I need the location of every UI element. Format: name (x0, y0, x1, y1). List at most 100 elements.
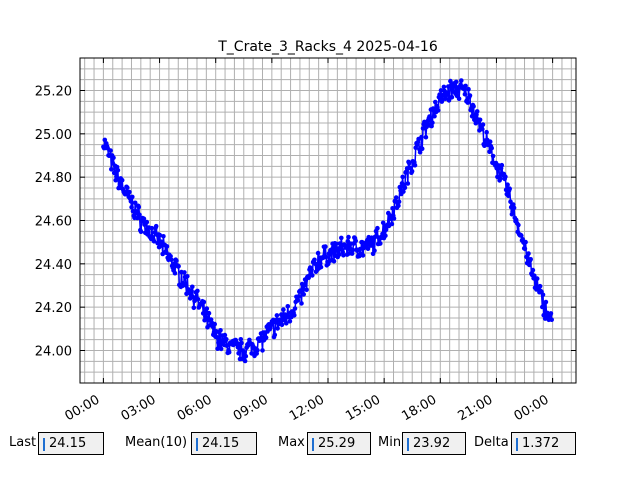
data-point (527, 262, 532, 268)
data-point (505, 182, 510, 187)
data-point (357, 246, 363, 252)
data-point (423, 134, 429, 140)
data-point (375, 225, 380, 231)
last-label: Last (9, 435, 37, 450)
data-point (359, 239, 365, 245)
data-point (287, 319, 293, 324)
data-point (402, 185, 408, 191)
data-point (526, 251, 531, 256)
data-point (389, 221, 395, 227)
data-point (190, 284, 195, 290)
x-tick-label: 18:00 (399, 392, 439, 424)
data-point (182, 270, 187, 275)
data-point (242, 350, 247, 355)
min-label: Min (378, 435, 402, 450)
delta-label: Delta (474, 435, 509, 450)
data-point (427, 114, 432, 119)
data-point (405, 181, 411, 186)
min-value-field[interactable]: 23.92 (402, 432, 466, 455)
data-point (191, 305, 197, 311)
data-point (292, 306, 298, 311)
y-tick-label: 24.40 (35, 258, 72, 273)
data-point (466, 86, 471, 92)
data-point (119, 177, 125, 183)
data-point (129, 204, 134, 210)
data-point (236, 351, 241, 356)
data-point (522, 246, 528, 252)
chart-title: T_Crate_3_Racks_4 2025-04-16 (217, 39, 438, 55)
data-point (202, 317, 207, 323)
data-point (333, 241, 339, 247)
delta-value: 1.372 (522, 436, 560, 451)
data-point (412, 163, 418, 168)
data-point (477, 117, 483, 123)
data-point (109, 167, 114, 172)
data-point (435, 108, 441, 113)
data-point (145, 229, 151, 235)
data-point (336, 252, 342, 257)
data-point (185, 274, 190, 279)
data-point (216, 340, 221, 346)
data-point (350, 247, 356, 253)
data-point (111, 170, 117, 176)
data-point (487, 139, 493, 144)
data-point (549, 317, 554, 323)
data-point (243, 353, 249, 359)
data-point (537, 283, 543, 289)
data-point (419, 134, 424, 140)
x-tick-label: 15:00 (343, 392, 383, 424)
axis-ticks: 00:00 03:00 06:00 09:00 12:00 15:00 18:00 21:00… (35, 58, 576, 424)
data-point (528, 257, 533, 262)
data-point (161, 234, 166, 239)
data-point (453, 79, 459, 85)
data-point (419, 146, 425, 151)
data-point (540, 292, 546, 298)
delta-value-field[interactable]: 1.372 (511, 432, 576, 455)
y-tick-label: 24.00 (35, 345, 72, 360)
data-point (331, 244, 336, 250)
data-point (172, 270, 178, 276)
data-point (378, 241, 383, 246)
data-point (459, 78, 464, 83)
data-point (296, 294, 301, 299)
grid (80, 58, 576, 383)
data-point (169, 257, 174, 263)
data-point (255, 347, 260, 353)
data-point (157, 232, 163, 238)
data-point (176, 263, 181, 269)
data-point (519, 233, 524, 238)
data-point (260, 348, 265, 353)
last-value-field[interactable]: 24.15 (38, 432, 104, 455)
data-point (195, 297, 201, 302)
mean-label: Mean(10) (125, 435, 188, 450)
data-point (153, 223, 159, 229)
data-point (344, 244, 349, 249)
data-point (301, 292, 307, 297)
mean-value-field[interactable]: 24.15 (191, 432, 257, 455)
data-point (323, 244, 328, 249)
y-tick-label: 25.20 (35, 85, 72, 100)
data-point (503, 174, 508, 179)
y-tick-label: 24.80 (35, 171, 72, 186)
last-value: 24.15 (49, 436, 87, 451)
data-point (128, 199, 134, 204)
data-point (489, 145, 495, 151)
data-point (490, 153, 496, 159)
max-value-field[interactable]: 25.29 (307, 432, 371, 455)
data-point (218, 328, 223, 333)
max-value: 25.29 (318, 436, 356, 451)
text-cursor (312, 438, 314, 451)
data-point (498, 176, 503, 181)
data-point (480, 122, 486, 127)
data-point (195, 288, 200, 294)
mean-value: 24.15 (202, 436, 240, 451)
data-point (438, 88, 444, 93)
data-point (168, 253, 173, 259)
data-point (149, 225, 155, 231)
data-point (102, 137, 108, 143)
x-tick-label: 12:00 (287, 392, 327, 424)
data-point (331, 258, 337, 264)
x-tick-label: 21:00 (456, 392, 496, 424)
data-point (138, 229, 144, 234)
data-point (508, 199, 513, 204)
